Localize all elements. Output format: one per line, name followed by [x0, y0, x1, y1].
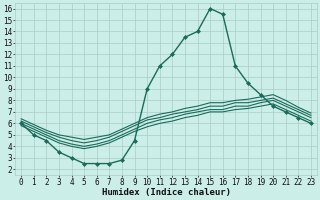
X-axis label: Humidex (Indice chaleur): Humidex (Indice chaleur): [101, 188, 230, 197]
